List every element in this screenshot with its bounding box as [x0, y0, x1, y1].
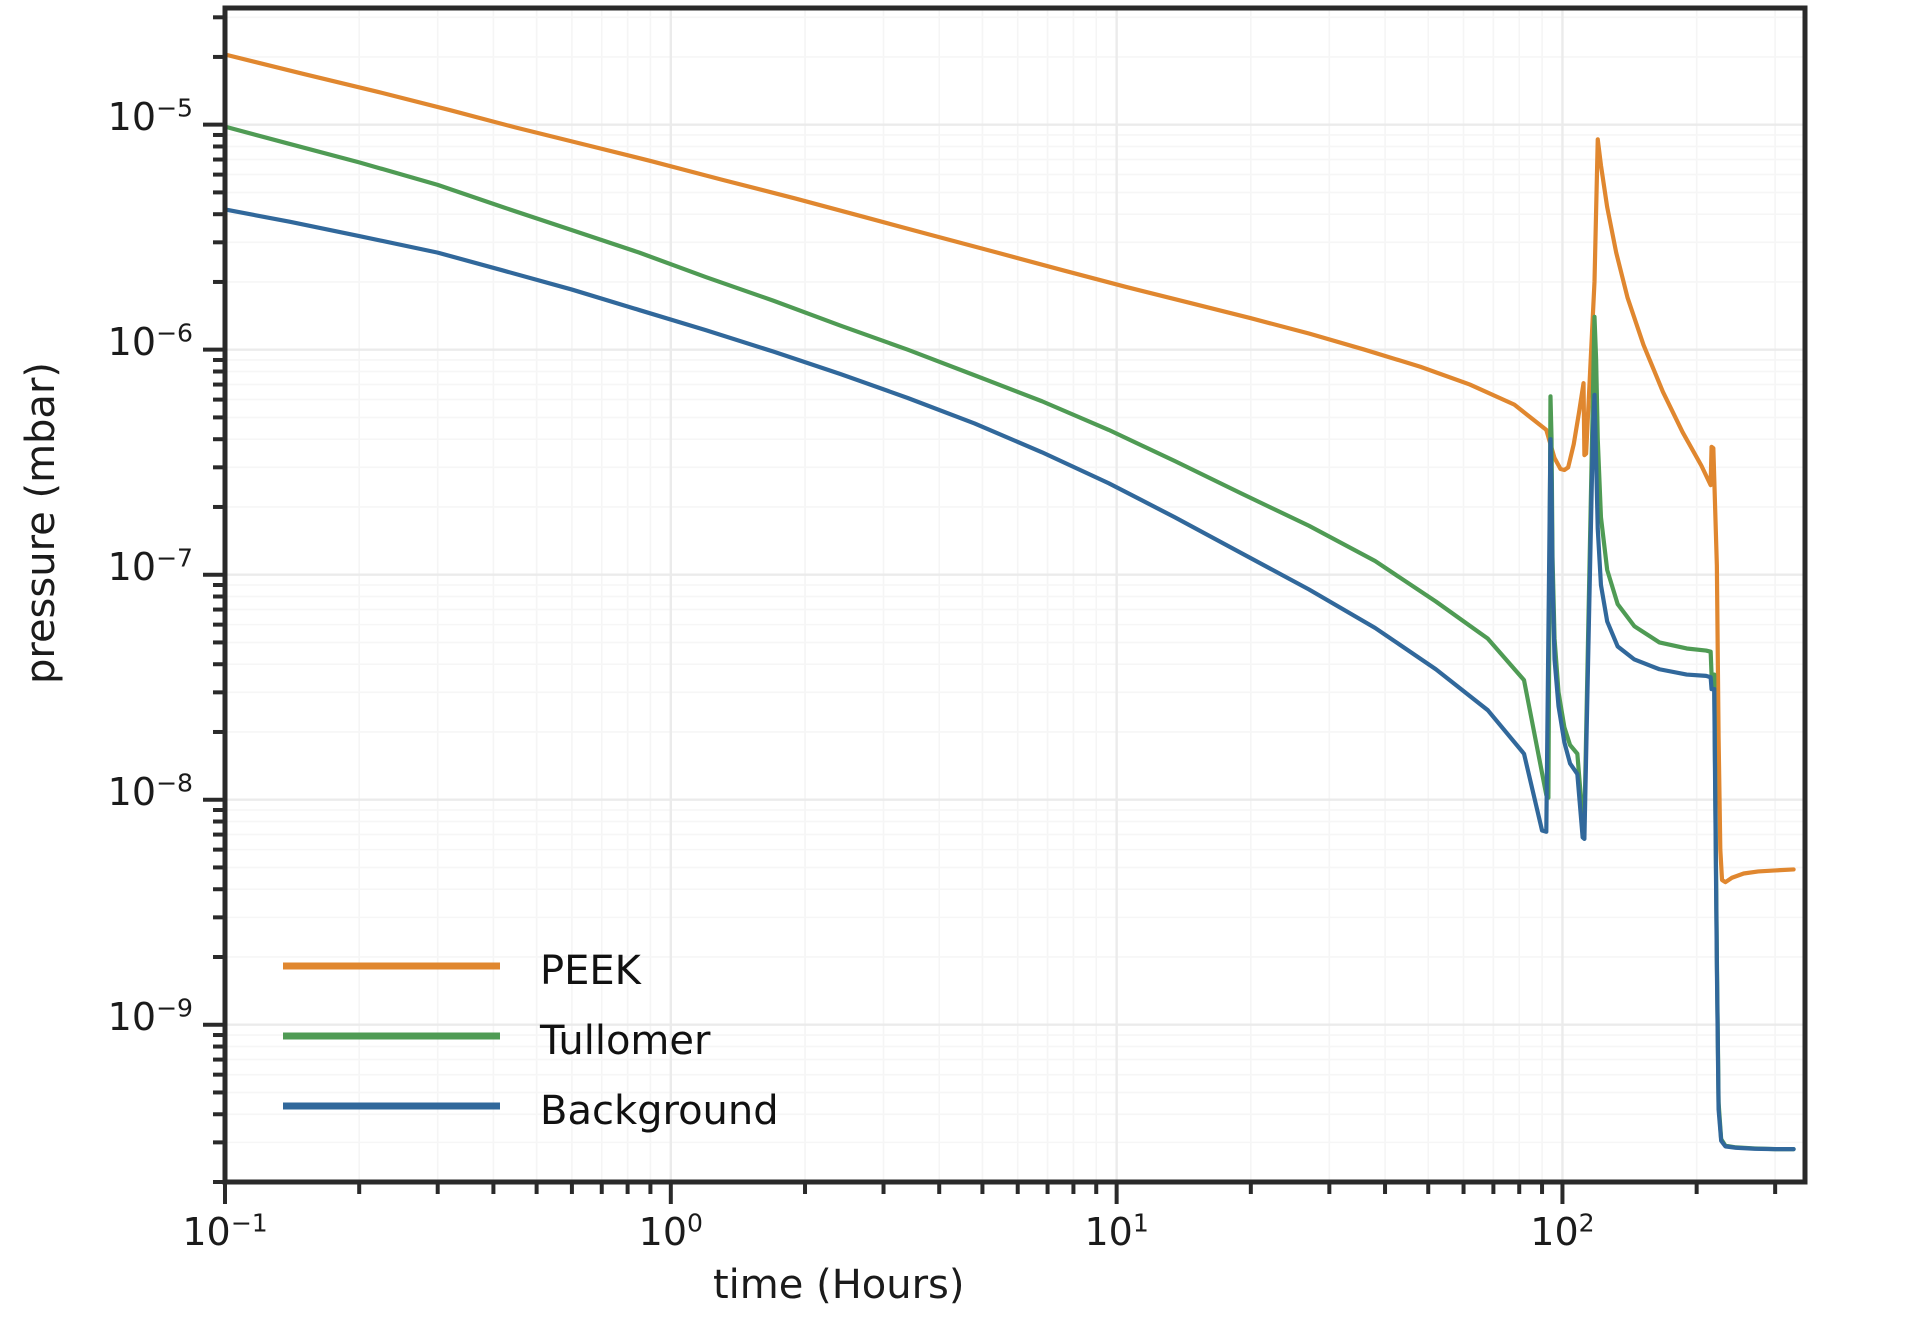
legend-item-peek: PEEK: [540, 948, 641, 994]
x-axis-label: time (Hours): [713, 1262, 965, 1308]
axis-ticks: [203, 15, 1778, 1204]
y-axis-label: pressure (mbar): [18, 362, 64, 685]
legend-item-background: Background: [540, 1088, 779, 1134]
major-gridlines: [223, 8, 1805, 1182]
series-line-peek: [222, 52, 1796, 885]
series-line-background: [222, 207, 1796, 1152]
series-line-tullomer: [222, 124, 1796, 1152]
legend-swatches: [283, 962, 500, 1110]
y-tick-label-1e-6: 10−6: [107, 318, 193, 364]
y-tick-label-1e-8: 10−8: [107, 768, 193, 814]
x-tick-label-1e1: 101: [1084, 1208, 1149, 1254]
data-series-group: [222, 52, 1796, 1152]
x-tick-label-1e-1: 10−1: [182, 1208, 268, 1254]
y-tick-label-1e-5: 10−5: [107, 93, 193, 139]
y-tick-label-1e-9: 10−9: [107, 993, 193, 1039]
y-tick-label-1e-7: 10−7: [107, 543, 193, 589]
legend-item-tullomer: Tullomer: [540, 1018, 711, 1064]
minor-gridlines: [225, 8, 1805, 1183]
plot-frame: [222, 5, 1808, 1185]
x-tick-label-1e2: 102: [1530, 1208, 1595, 1254]
x-tick-label-1e0: 100: [638, 1208, 703, 1254]
